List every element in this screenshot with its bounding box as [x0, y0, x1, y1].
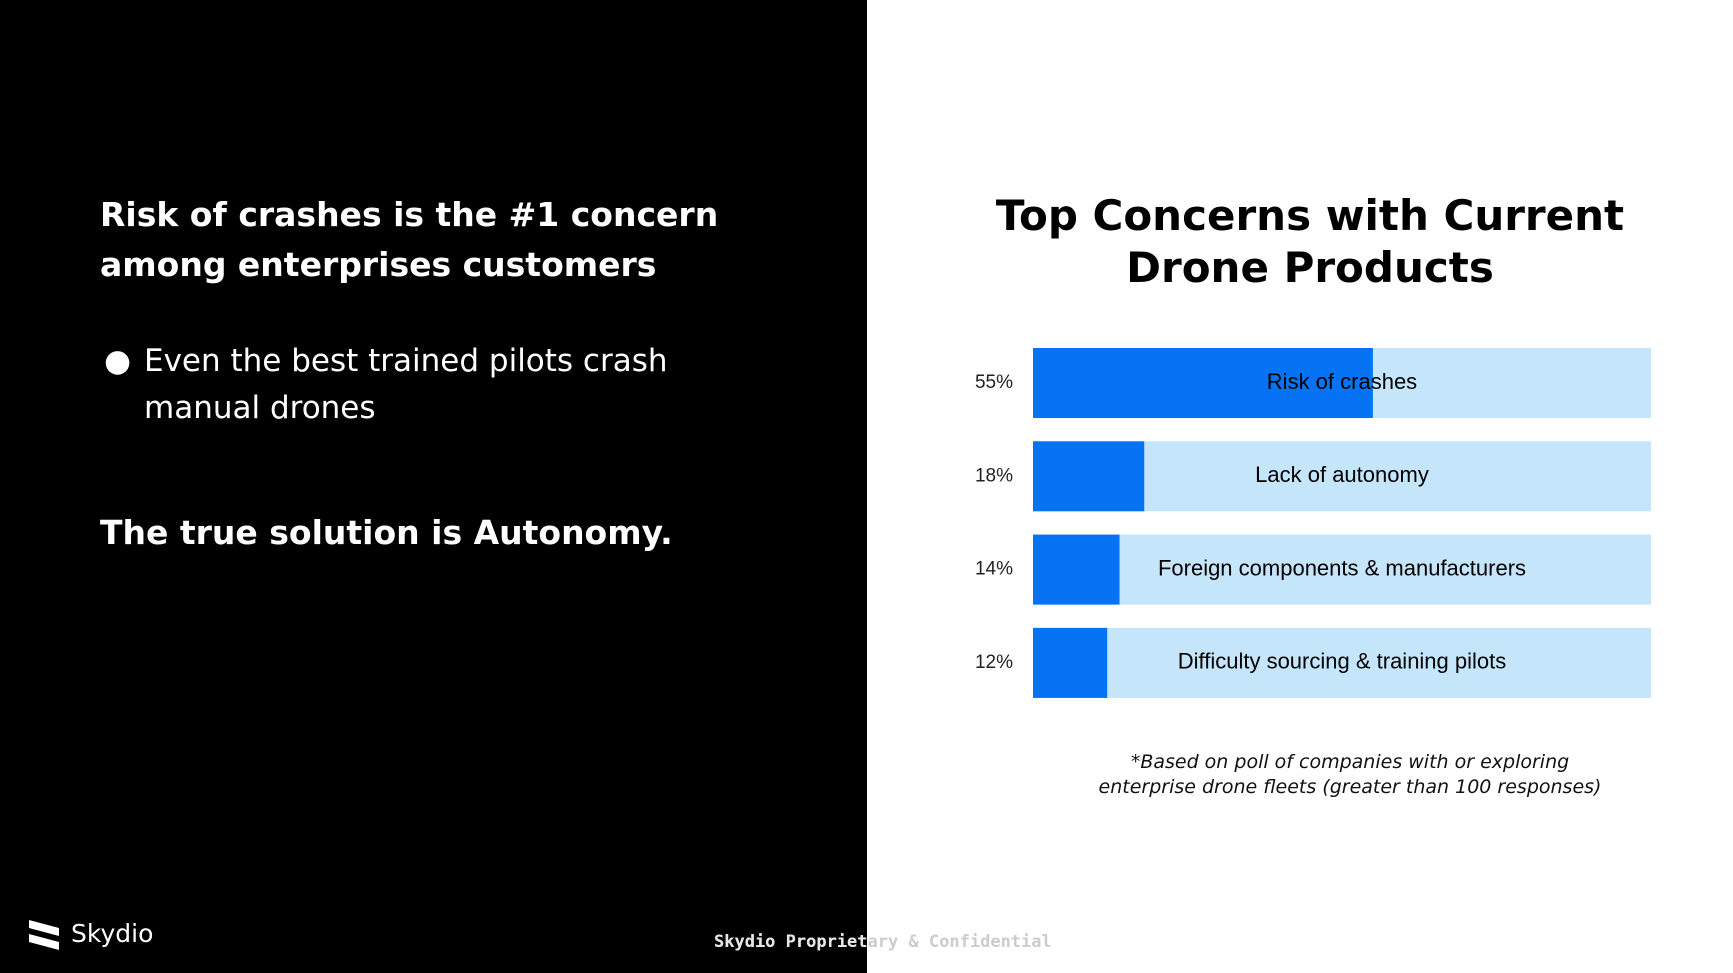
- bullet-dot: ●: [104, 343, 132, 379]
- bar-track: [1033, 534, 1651, 605]
- brand-name: Skydio: [71, 919, 154, 948]
- bar: [1033, 627, 1108, 698]
- confidential-text-on-dark: Skydio Proprietary & Confidential: [714, 932, 867, 952]
- value-label: 12%: [975, 652, 1013, 673]
- chart-title: Top Concerns with Current Drone Products: [995, 191, 1625, 292]
- conclusion: The true solution is Autonomy.: [100, 513, 673, 552]
- confidential-text: Skydio Proprietary & Confidential: [714, 932, 1052, 952]
- skydio-logo-icon: [29, 920, 59, 950]
- value-label: 14%: [975, 559, 1013, 580]
- footnote: *Based on poll of companies with or expl…: [1040, 750, 1660, 800]
- bar-track: [1033, 627, 1651, 698]
- left-panel: Risk of crashes is the #1 concern among …: [0, 0, 867, 973]
- value-label: 18%: [975, 465, 1013, 486]
- footnote-line-1: *Based on poll of companies with or expl…: [1130, 751, 1570, 773]
- category-label: Foreign components & manufacturers: [1158, 555, 1526, 580]
- category-label: Risk of crashes: [1267, 369, 1417, 394]
- footnote-line-2: enterprise drone fleets (greater than 10…: [1098, 776, 1602, 798]
- value-label: 55%: [975, 372, 1013, 393]
- bar: [1033, 441, 1145, 512]
- bullet-text: Even the best trained pilots crash manua…: [144, 343, 668, 426]
- bar: [1033, 348, 1373, 418]
- brand: Skydio: [27, 916, 227, 954]
- headline: Risk of crashes is the #1 concern among …: [100, 195, 719, 284]
- bar-chart: 55% Risk of crashes 18% Lack of autonomy 14%…: [975, 348, 1651, 698]
- bar: [1033, 534, 1120, 605]
- confidential-notice: Skydio Proprietary & Confidential Skydio…: [714, 930, 1052, 954]
- category-label: Lack of autonomy: [1255, 462, 1429, 487]
- confidential-text-overlay: Skydio Proprietary & Confidential: [714, 930, 867, 954]
- category-label: Difficulty sourcing & training pilots: [1178, 649, 1507, 674]
